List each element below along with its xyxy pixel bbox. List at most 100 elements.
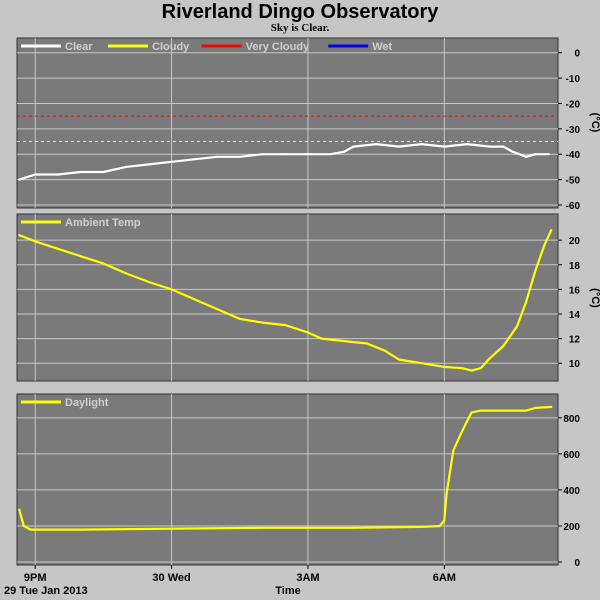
- plot-area: [16, 213, 559, 382]
- data-point: [479, 409, 482, 412]
- data-point: [397, 145, 400, 148]
- data-point: [329, 153, 332, 156]
- y-tick-label: 18: [569, 261, 581, 272]
- page-title: Riverland Dingo Observatory: [161, 1, 439, 23]
- data-point: [29, 528, 32, 531]
- legend-label: Clear: [65, 41, 93, 53]
- y-tick-label: 16: [569, 285, 581, 296]
- data-point: [34, 240, 37, 243]
- series-line-clear: [18, 143, 551, 181]
- legend-label: Daylight: [65, 397, 109, 409]
- data-point: [488, 409, 491, 412]
- data-point: [525, 300, 528, 303]
- data-point: [261, 153, 264, 156]
- data-point: [125, 272, 128, 275]
- x-axis-title: Time: [275, 585, 300, 597]
- y-tick-label: -10: [566, 74, 581, 85]
- y-tick-label: 800: [563, 414, 580, 425]
- data-point: [443, 365, 446, 368]
- data-point: [170, 288, 173, 291]
- data-point: [443, 519, 446, 522]
- data-point: [502, 145, 505, 148]
- y-tick-label: 0: [574, 558, 580, 569]
- data-point: [543, 244, 546, 247]
- data-point: [466, 143, 469, 146]
- data-point: [397, 358, 400, 361]
- data-point: [516, 325, 519, 328]
- data-point: [343, 150, 346, 153]
- data-point: [550, 406, 553, 408]
- data-point: [216, 308, 218, 311]
- data-point: [102, 171, 105, 173]
- y-tick-label: -20: [566, 99, 581, 110]
- data-point: [525, 155, 528, 158]
- data-point: [502, 345, 505, 347]
- x-axis-date-label: 29 Tue Jan 2013: [4, 585, 88, 597]
- data-point: [470, 411, 473, 414]
- data-point: [147, 281, 150, 283]
- chart-panel-sky: 0 -10 -20 -30 -40 -50 -60 (°C) Clear Cloudy Very C…: [16, 37, 600, 212]
- data-point: [238, 155, 241, 158]
- y-tick-label: 400: [563, 486, 580, 497]
- data-point: [170, 160, 173, 163]
- y-tick-label: -60: [566, 201, 581, 212]
- sky-status-subtitle: Sky is Clear.: [270, 22, 330, 34]
- data-point: [534, 153, 537, 156]
- data-point: [384, 349, 387, 352]
- data-point: [420, 143, 423, 146]
- chart-panel-ambient: 10 12 14 16 18 20 (°C) Ambient Temp: [16, 213, 600, 382]
- data-point: [488, 357, 491, 360]
- data-point: [193, 158, 196, 161]
- data-point: [420, 525, 423, 528]
- x-tick-label: 30 Wed: [152, 572, 190, 584]
- data-point: [534, 406, 537, 409]
- y-tick-label: 200: [563, 522, 580, 533]
- y-tick-label: -50: [566, 176, 581, 187]
- data-point: [461, 429, 464, 432]
- y-axis-unit-label: (°C): [589, 113, 600, 133]
- y-tick-label: 12: [569, 335, 581, 346]
- data-point: [550, 229, 553, 232]
- data-point: [79, 528, 82, 531]
- x-tick-label: 6AM: [433, 572, 456, 584]
- data-point: [511, 409, 514, 412]
- data-point: [511, 150, 514, 153]
- data-point: [284, 324, 287, 327]
- x-tick-label: 3AM: [296, 572, 319, 584]
- data-point: [216, 155, 218, 158]
- y-tick-label: 0: [574, 49, 580, 60]
- data-point: [193, 298, 196, 301]
- legend-label: Cloudy: [152, 41, 190, 53]
- data-point: [18, 508, 21, 511]
- data-point: [170, 527, 173, 530]
- data-point: [479, 367, 482, 370]
- y-tick-label: 10: [569, 359, 581, 370]
- data-point: [261, 526, 264, 529]
- y-tick-label: 14: [569, 310, 581, 321]
- y-tick-label: 600: [563, 450, 580, 461]
- plot-area: [16, 37, 559, 209]
- data-point: [102, 262, 105, 265]
- y-tick-label: 20: [569, 236, 581, 247]
- data-point: [18, 234, 21, 237]
- data-point: [525, 409, 528, 412]
- data-point: [375, 143, 378, 146]
- plot-area: [16, 393, 559, 566]
- y-axis-unit-label: (°C): [589, 288, 600, 308]
- data-point: [34, 173, 37, 176]
- data-point: [18, 178, 21, 181]
- data-point: [445, 492, 448, 495]
- data-point: [79, 171, 82, 173]
- legend-label: Ambient Temp: [65, 217, 141, 229]
- data-point: [284, 153, 287, 156]
- data-point: [452, 449, 455, 452]
- data-point: [352, 145, 355, 148]
- chart-panel-daylight: 0 200 400 600 800 Daylight: [16, 393, 580, 569]
- data-point: [22, 525, 25, 527]
- data-point: [56, 247, 59, 250]
- data-point: [488, 145, 491, 148]
- data-point: [461, 367, 464, 370]
- data-point: [238, 317, 241, 320]
- data-point: [443, 145, 446, 148]
